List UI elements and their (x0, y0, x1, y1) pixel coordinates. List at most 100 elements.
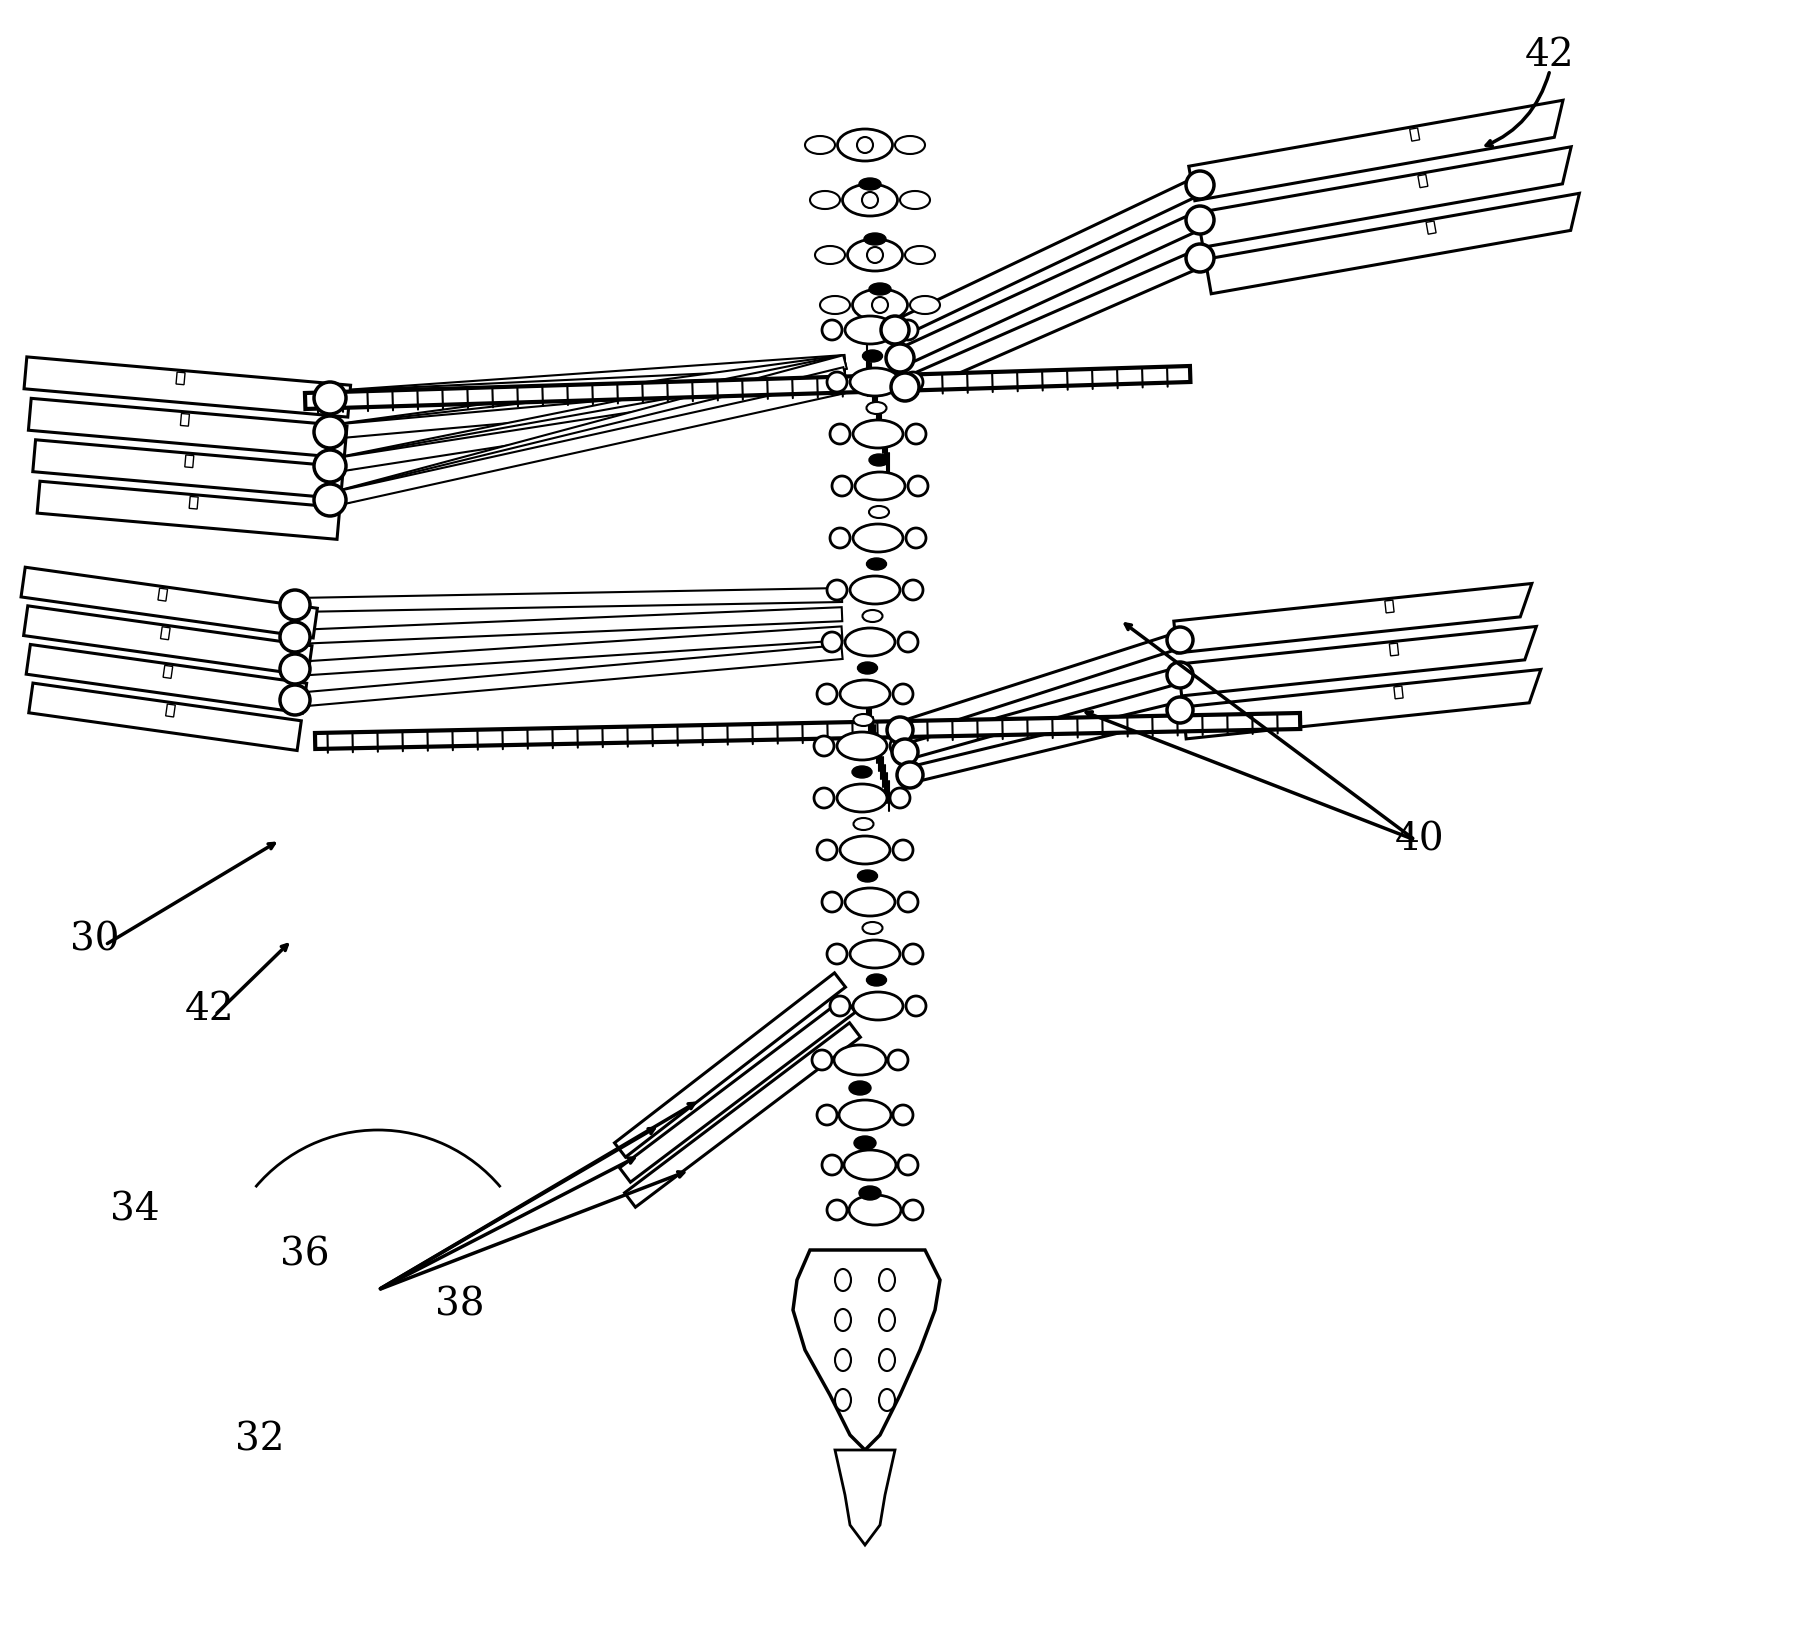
Polygon shape (329, 355, 847, 507)
Circle shape (890, 788, 910, 807)
Ellipse shape (847, 239, 903, 271)
Ellipse shape (879, 1388, 896, 1412)
Polygon shape (176, 371, 185, 385)
Ellipse shape (858, 870, 878, 882)
Polygon shape (1426, 221, 1435, 234)
Ellipse shape (896, 135, 925, 154)
Ellipse shape (852, 766, 872, 778)
Circle shape (898, 763, 923, 788)
Circle shape (818, 840, 838, 860)
Circle shape (814, 788, 834, 807)
Circle shape (887, 343, 914, 371)
Polygon shape (164, 665, 173, 679)
Circle shape (314, 451, 345, 482)
Polygon shape (185, 456, 194, 467)
Ellipse shape (879, 1349, 896, 1370)
Ellipse shape (879, 1309, 896, 1331)
Polygon shape (620, 997, 856, 1182)
Ellipse shape (869, 282, 890, 296)
Circle shape (280, 654, 311, 684)
Polygon shape (33, 439, 343, 499)
Polygon shape (329, 367, 847, 507)
Polygon shape (158, 588, 167, 601)
Ellipse shape (839, 680, 890, 708)
Polygon shape (294, 608, 843, 644)
Circle shape (314, 381, 345, 414)
Ellipse shape (869, 505, 889, 518)
Circle shape (898, 320, 918, 340)
Circle shape (887, 717, 912, 743)
Ellipse shape (843, 183, 898, 216)
Polygon shape (329, 380, 847, 507)
Ellipse shape (863, 921, 883, 934)
Polygon shape (1394, 687, 1403, 698)
Polygon shape (25, 644, 307, 713)
Ellipse shape (849, 1195, 901, 1225)
Ellipse shape (852, 992, 903, 1020)
Polygon shape (1385, 599, 1394, 613)
Circle shape (903, 580, 923, 599)
Ellipse shape (836, 1388, 850, 1412)
Circle shape (892, 1105, 912, 1124)
Ellipse shape (816, 246, 845, 264)
Ellipse shape (905, 246, 936, 264)
Circle shape (1167, 662, 1194, 688)
Ellipse shape (865, 233, 887, 244)
Ellipse shape (810, 192, 839, 210)
Circle shape (1167, 697, 1194, 723)
Polygon shape (836, 1450, 896, 1545)
Circle shape (889, 1050, 908, 1070)
Circle shape (280, 589, 311, 621)
Polygon shape (305, 367, 1190, 409)
Circle shape (814, 736, 834, 756)
Ellipse shape (899, 192, 930, 210)
Circle shape (1187, 206, 1214, 234)
Polygon shape (903, 667, 1183, 759)
Polygon shape (36, 480, 340, 540)
Polygon shape (22, 568, 318, 637)
Circle shape (861, 192, 878, 208)
Circle shape (872, 297, 889, 314)
Circle shape (827, 580, 847, 599)
Polygon shape (1188, 101, 1563, 201)
Circle shape (903, 944, 923, 964)
Ellipse shape (863, 609, 883, 622)
Polygon shape (294, 646, 843, 707)
Circle shape (907, 424, 927, 444)
Text: 34: 34 (111, 1192, 160, 1228)
Ellipse shape (838, 129, 892, 162)
Polygon shape (189, 497, 198, 509)
Text: 40: 40 (1395, 822, 1445, 859)
Polygon shape (1183, 669, 1541, 740)
Circle shape (812, 1050, 832, 1070)
Polygon shape (329, 367, 845, 439)
Ellipse shape (850, 939, 899, 967)
Circle shape (827, 371, 847, 391)
Polygon shape (329, 380, 847, 472)
Polygon shape (331, 380, 845, 404)
Ellipse shape (867, 401, 887, 414)
Ellipse shape (836, 1270, 850, 1291)
Ellipse shape (869, 454, 889, 466)
Ellipse shape (852, 419, 903, 447)
Ellipse shape (850, 576, 899, 604)
Ellipse shape (845, 888, 896, 916)
Polygon shape (890, 177, 1205, 338)
Text: 38: 38 (436, 1286, 485, 1324)
Polygon shape (1197, 147, 1572, 248)
Polygon shape (1179, 626, 1537, 697)
Circle shape (280, 685, 311, 715)
Circle shape (827, 944, 847, 964)
Circle shape (867, 248, 883, 263)
Ellipse shape (838, 784, 887, 812)
Ellipse shape (845, 315, 896, 343)
Ellipse shape (856, 472, 905, 500)
Polygon shape (1205, 193, 1579, 294)
Polygon shape (160, 627, 171, 639)
Circle shape (908, 475, 928, 495)
Ellipse shape (854, 817, 874, 830)
Ellipse shape (863, 350, 883, 362)
Circle shape (858, 137, 872, 154)
Polygon shape (29, 684, 302, 751)
Circle shape (1187, 172, 1214, 200)
